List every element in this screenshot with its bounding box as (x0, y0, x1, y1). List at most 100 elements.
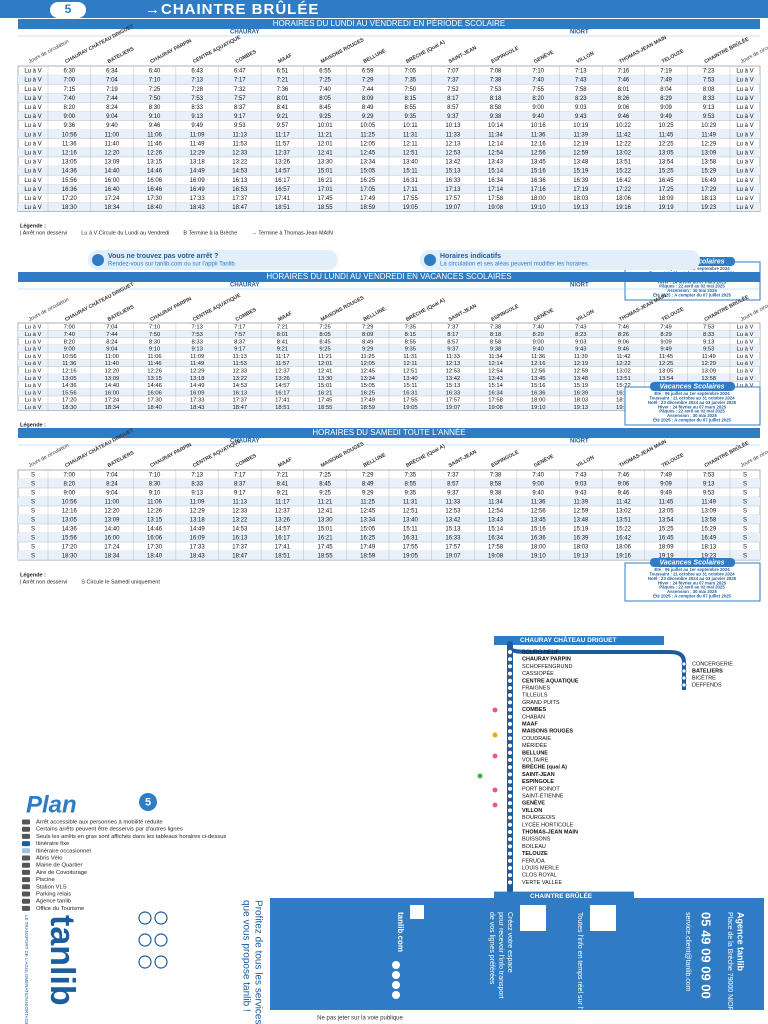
time-cell: 19:19 (659, 554, 675, 560)
time-cell: 17:24 (105, 398, 120, 404)
time-cell: 13:15 (147, 160, 163, 166)
time-cell: 7:25 (319, 78, 331, 84)
time-cell: 16:21 (318, 390, 333, 396)
stop-header: SAINT-JEAN (448, 45, 478, 65)
plan-legend-text: Agence tanlib (36, 899, 71, 905)
time-cell: 11:36 (62, 141, 77, 147)
time-cell: 15:22 (616, 169, 632, 175)
plan-legend-text: Parking relais (36, 892, 71, 898)
time-cell: 14:49 (190, 383, 205, 389)
time-cell: 11:17 (275, 354, 289, 360)
time-cell: 8:33 (191, 105, 203, 111)
time-cell: 7:53 (703, 78, 715, 84)
time-cell: 12:45 (360, 509, 376, 515)
time-cell: 12:16 (531, 141, 547, 147)
time-cell: 7:21 (277, 78, 289, 84)
time-cell: 8:18 (490, 96, 502, 102)
plan-legend-icon (22, 826, 30, 832)
time-cell: 9:53 (234, 123, 246, 129)
time-cell: 8:49 (362, 105, 374, 111)
time-cell: 16:42 (616, 390, 631, 396)
time-cell: 13:05 (659, 509, 675, 515)
time-cell: 11:49 (702, 354, 716, 360)
route-stop-label: SCHOFFENGRUND (522, 664, 572, 670)
day-cell: Lu à V (737, 347, 754, 353)
route-stop (508, 664, 512, 669)
time-cell: 12:13 (445, 141, 461, 147)
time-cell: 9:37 (447, 347, 458, 353)
terminus-start: CHAURAY CHÂTEAU DRIGUET (520, 635, 616, 644)
time-cell: 19:07 (445, 205, 461, 211)
route-stop (508, 729, 512, 734)
time-cell: 11:49 (190, 141, 205, 147)
time-cell: 15:14 (488, 169, 504, 175)
time-cell: 16:00 (104, 178, 120, 184)
time-cell: 12:26 (147, 509, 163, 515)
time-cell: 14:53 (232, 527, 248, 533)
time-cell: 7:40 (532, 78, 544, 84)
time-cell: 16:13 (232, 536, 248, 542)
time-cell: 7:25 (319, 473, 331, 479)
day-cell: S (743, 491, 747, 497)
time-cell: 16:40 (104, 187, 120, 193)
time-cell: 14:57 (275, 527, 291, 533)
time-cell: 7:53 (703, 473, 715, 479)
time-cell: 17:20 (62, 398, 77, 404)
time-cell: 11:13 (233, 132, 248, 138)
time-cell: 9:10 (149, 114, 161, 120)
time-cell: 11:39 (574, 354, 588, 360)
time-cell: 15:05 (360, 169, 376, 175)
time-cell: 9:00 (63, 114, 75, 120)
time-cell: 11:33 (446, 132, 461, 138)
branch-stop-label: CONCERGERIE (692, 661, 733, 667)
day-cell: Lu à V (25, 347, 42, 353)
time-cell: 8:49 (362, 482, 374, 488)
footer-panel (270, 898, 764, 1010)
time-cell: 16:57 (275, 187, 291, 193)
time-cell: 7:10 (532, 69, 544, 75)
time-cell: 15:19 (574, 383, 589, 389)
time-cell: 8:45 (319, 105, 331, 111)
time-cell: 7:10 (149, 325, 161, 331)
stop-header: VILLON (576, 51, 596, 65)
time-cell: 9:09 (660, 482, 672, 488)
time-cell: 18:30 (62, 405, 77, 411)
time-cell: 17:37 (233, 398, 248, 404)
time-cell: 13:15 (147, 518, 163, 524)
time-cell: 7:21 (277, 325, 288, 331)
time-cell: 12:14 (488, 141, 504, 147)
stop-header: BATELIERS (107, 46, 136, 65)
time-cell: 12:56 (531, 368, 546, 374)
time-cell: 17:45 (318, 196, 334, 202)
time-cell: 18:03 (574, 398, 589, 404)
time-cell: 9:13 (703, 105, 715, 111)
time-cell: 15:56 (62, 536, 78, 542)
day-cell: S (743, 500, 747, 506)
time-cell: 8:24 (106, 339, 118, 345)
time-cell: 12:37 (275, 509, 291, 515)
time-cell: 16:45 (659, 178, 675, 184)
day-cell: Lu à V (25, 368, 42, 374)
time-cell: 15:13 (445, 169, 461, 175)
line-number: 5 (65, 2, 72, 16)
time-cell: 9:46 (149, 123, 161, 129)
time-cell: 14:40 (104, 527, 120, 533)
time-cell: 13:30 (318, 160, 334, 166)
time-cell: 13:48 (573, 518, 589, 524)
time-cell: 6:34 (106, 69, 118, 75)
time-cell: 17:41 (275, 196, 291, 202)
time-cell: 9:13 (191, 114, 203, 120)
time-cell: 7:00 (64, 325, 76, 331)
time-cell: 9:00 (533, 339, 545, 345)
time-cell: 16:17 (275, 536, 291, 542)
plan-legend-text: Office du Tourisme (36, 906, 84, 912)
time-cell: 11:49 (190, 361, 204, 367)
time-cell: 12:29 (190, 368, 205, 374)
time-cell: 11:36 (531, 354, 545, 360)
time-cell: 9:09 (660, 105, 672, 111)
day-cell: Lu à V (736, 169, 753, 175)
time-cell: 12:19 (574, 361, 589, 367)
time-cell: 7:40 (532, 473, 544, 479)
time-cell: 9:38 (490, 347, 501, 353)
time-cell: 16:00 (105, 390, 120, 396)
